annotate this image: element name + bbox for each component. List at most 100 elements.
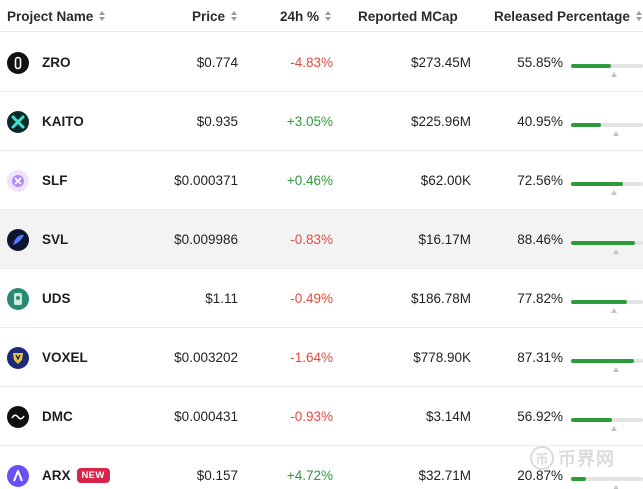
column-header-label: Released Percentage (494, 8, 630, 24)
project-name: SLF (42, 173, 68, 188)
released-percentage-cell: 77.82% (517, 291, 563, 306)
released-progress-bar (571, 477, 643, 481)
released-progress-bar (571, 64, 643, 68)
change-24h-cell: -0.83% (290, 232, 333, 247)
sort-icon[interactable] (231, 11, 238, 21)
progress-marker-icon (611, 72, 618, 77)
released-percentage-cell: 40.95% (517, 114, 563, 129)
released-progress-bar (571, 241, 643, 245)
column-header-24h[interactable]: 24h % (280, 0, 332, 32)
released-progress-fill (571, 64, 612, 68)
project-name: DMC (42, 409, 73, 424)
change-24h-cell: -0.49% (290, 291, 333, 306)
released-progress-bar (571, 418, 643, 422)
released-progress-fill (571, 418, 612, 422)
released-progress-bar (571, 182, 643, 186)
released-percentage-cell: 88.46% (517, 232, 563, 247)
watermark-text: 币界网 (558, 449, 615, 469)
progress-marker-icon (611, 190, 618, 195)
watermark-logo-icon: 币 (530, 446, 554, 470)
table-row[interactable]: UDS $1.11 -0.49% $186.78M 77.82% (0, 269, 643, 328)
project-name-cell[interactable]: SVL (42, 210, 68, 269)
project-name-cell[interactable]: VOXEL (42, 328, 88, 387)
price-cell: $0.000371 (174, 173, 238, 188)
price-cell: $0.157 (196, 468, 238, 483)
project-name-cell[interactable]: SLF (42, 151, 68, 210)
project-name: ARX (42, 468, 71, 483)
zro-logo-icon (7, 52, 29, 74)
sort-icon[interactable] (325, 11, 332, 21)
change-24h-cell: +4.72% (286, 468, 333, 483)
reported-mcap-cell: $16.17M (418, 232, 471, 247)
table-row[interactable]: VOXEL $0.003202 -1.64% $778.90K 87.31% (0, 328, 643, 387)
progress-marker-icon (613, 367, 620, 372)
released-percentage-cell: 72.56% (517, 173, 563, 188)
released-progress-fill (571, 300, 627, 304)
released-progress-fill (571, 123, 601, 127)
sort-icon[interactable] (99, 11, 106, 21)
released-progress-bar (571, 359, 643, 363)
change-24h-cell: -0.93% (290, 409, 333, 424)
released-progress-bar (571, 123, 643, 127)
released-progress-fill (571, 477, 586, 481)
price-cell: $0.000431 (174, 409, 238, 424)
column-header-label: 24h % (280, 8, 320, 24)
project-name-cell[interactable]: ARX NEW (42, 446, 110, 489)
sort-icon[interactable] (635, 11, 642, 21)
table-row[interactable]: SLF $0.000371 +0.46% $62.00K 72.56% (0, 151, 643, 210)
table-row[interactable]: ZRO $0.774 -4.83% $273.45M 55.85% (0, 33, 643, 92)
released-percentage-cell: 56.92% (517, 409, 563, 424)
column-header-label: Price (192, 8, 226, 24)
progress-marker-icon (613, 249, 620, 254)
reported-mcap-cell: $3.14M (425, 409, 471, 424)
change-24h-cell: -4.83% (290, 55, 333, 70)
column-header-price[interactable]: Price (192, 0, 238, 32)
released-percentage-cell: 55.85% (517, 55, 563, 70)
project-name-cell[interactable]: DMC (42, 387, 73, 446)
project-name-cell[interactable]: ZRO (42, 33, 71, 92)
change-24h-cell: +3.05% (286, 114, 333, 129)
reported-mcap-cell: $273.45M (410, 55, 471, 70)
slf-logo-icon (7, 170, 29, 192)
column-header-label: Reported MCap (358, 8, 458, 24)
table-row[interactable]: KAITO $0.935 +3.05% $225.96M 40.95% (0, 92, 643, 151)
column-header-project[interactable]: Project Name (7, 0, 106, 32)
project-name-cell[interactable]: KAITO (42, 92, 84, 151)
reported-mcap-cell: $225.96M (410, 114, 471, 129)
project-name: UDS (42, 291, 71, 306)
project-name-cell[interactable]: UDS (42, 269, 71, 328)
price-cell: $1.11 (205, 291, 238, 306)
project-name: VOXEL (42, 350, 88, 365)
new-badge: NEW (76, 468, 110, 483)
arx-logo-icon (7, 465, 29, 487)
reported-mcap-cell: $778.90K (413, 350, 471, 365)
project-name: KAITO (42, 114, 84, 129)
column-header-label: Project Name (7, 8, 94, 24)
price-cell: $0.009986 (174, 232, 238, 247)
table-header: Project Name Price 24h % Reported MCap R… (0, 0, 643, 32)
progress-marker-icon (613, 485, 620, 489)
released-progress-fill (571, 241, 635, 245)
svl-logo-icon (7, 229, 29, 251)
kaito-logo-icon (7, 111, 29, 133)
change-24h-cell: -1.64% (290, 350, 333, 365)
table-row[interactable]: SVL $0.009986 -0.83% $16.17M 88.46% (0, 210, 643, 269)
project-name: ZRO (42, 55, 71, 70)
column-header-released[interactable]: Released Percentage (494, 0, 642, 32)
watermark: 币 币界网 (530, 445, 615, 471)
progress-marker-icon (613, 131, 620, 136)
released-percentage-cell: 87.31% (517, 350, 563, 365)
released-progress-fill (571, 182, 624, 186)
reported-mcap-cell: $32.71M (418, 468, 471, 483)
released-progress-fill (571, 359, 634, 363)
voxel-logo-icon (7, 347, 29, 369)
released-progress-bar (571, 300, 643, 304)
price-cell: $0.003202 (174, 350, 238, 365)
column-header-mcap[interactable]: Reported MCap (358, 0, 458, 32)
reported-mcap-cell: $186.78M (410, 291, 471, 306)
uds-logo-icon (7, 288, 29, 310)
released-percentage-cell: 20.87% (517, 468, 563, 483)
price-cell: $0.774 (196, 55, 238, 70)
progress-marker-icon (611, 308, 618, 313)
table-row[interactable]: DMC $0.000431 -0.93% $3.14M 56.92% (0, 387, 643, 446)
